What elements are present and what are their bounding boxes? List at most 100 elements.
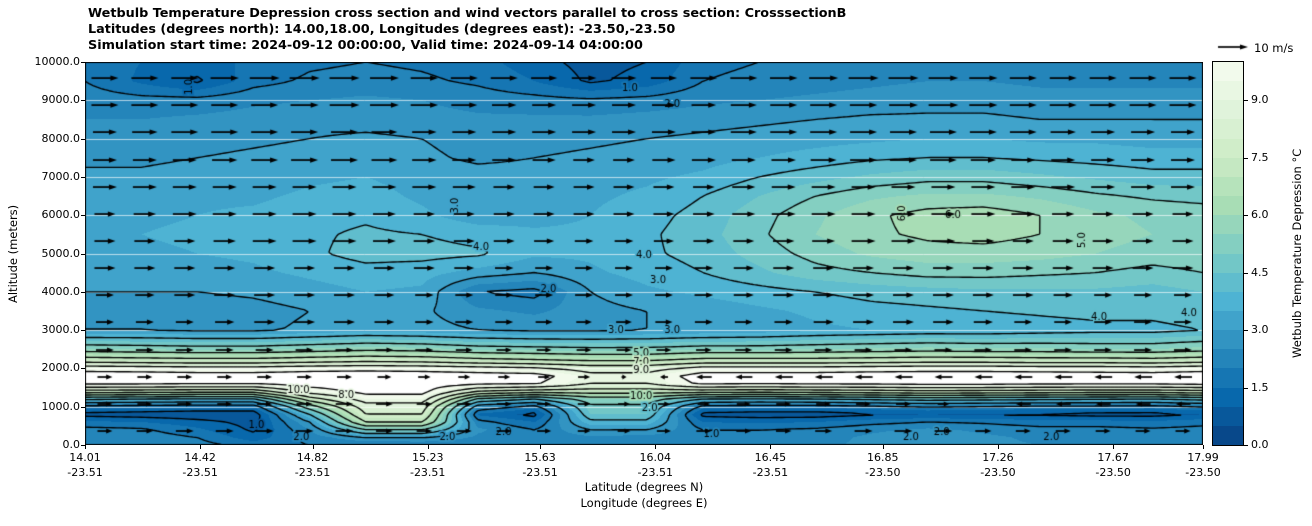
colorbar-segment [1213, 272, 1243, 292]
x-tick-label-lon: -23.50 [865, 466, 901, 479]
colorbar-segment [1213, 329, 1243, 350]
colorbar-segment [1213, 425, 1243, 445]
colorbar-tick-mark [1244, 100, 1248, 102]
y-tick-label: 2000.0 [41, 361, 81, 375]
y-tick-mark [81, 215, 85, 217]
quiver-key-label: 10 m/s [1254, 41, 1294, 55]
y-tick-mark [81, 176, 85, 178]
colorbar-segment [1213, 291, 1243, 311]
colorbar-segment [1213, 195, 1243, 216]
colorbar-segment [1213, 406, 1243, 426]
x-axis-label-latitude: Latitude (degrees N) [584, 480, 704, 494]
x-tick-label-lon: -23.51 [182, 466, 218, 479]
y-tick-mark [81, 330, 85, 332]
x-tick-label-lon: -23.51 [522, 466, 558, 479]
title-line-1: Wetbulb Temperature Depression cross sec… [88, 6, 847, 21]
y-tick-mark [81, 62, 85, 63]
x-tick-mark [200, 445, 202, 449]
y-tick-label: 5000.0 [41, 246, 81, 260]
x-tick-label-lon: -23.51 [752, 466, 789, 479]
x-tick-label-lat: 14.01 [69, 451, 101, 464]
y-tick-label: 4000.0 [41, 284, 81, 298]
y-tick-label: 8000.0 [41, 131, 81, 145]
y-tick-mark [81, 291, 85, 293]
x-tick-label-lon: -23.50 [980, 466, 1016, 479]
colorbar-segment [1213, 99, 1243, 120]
colorbar-segment [1213, 214, 1243, 235]
x-tick-label-lon: -23.51 [67, 466, 103, 479]
colorbar-label: Wetbulb Temperature Depression °C [1290, 148, 1304, 359]
colorbar-segment [1213, 233, 1243, 254]
x-axis-label-longitude: Longitude (degrees E) [580, 496, 708, 510]
colorbar-segment [1213, 176, 1243, 197]
colorbar-tick-mark [1244, 157, 1248, 159]
x-tick-label-lat: 17.99 [1187, 451, 1219, 464]
x-tick-label-lat: 15.63 [524, 451, 556, 464]
y-tick-mark [81, 445, 85, 446]
colorbar-tick-mark [1244, 215, 1248, 217]
y-tick-label: 0.0 [62, 438, 81, 451]
x-tick-label-lat: 16.04 [639, 451, 671, 464]
title-line-2: Latitudes (degrees north): 14.00,18.00, … [88, 22, 676, 37]
x-tick-mark [540, 445, 542, 449]
colorbar-segment [1213, 310, 1243, 331]
colorbar-tick-mark [1244, 387, 1248, 389]
colorbar-segment [1213, 386, 1243, 407]
colorbar-tick-label: 0.0 [1251, 438, 1269, 451]
x-tick-mark [312, 445, 314, 449]
x-tick-label-lat: 16.85 [867, 451, 899, 464]
y-tick-label: 7000.0 [41, 169, 81, 183]
colorbar-tick-mark [1244, 272, 1248, 274]
plot-canvas [85, 62, 1203, 445]
x-tick-label-lon: -23.51 [409, 466, 446, 479]
title-line-3: Simulation start time: 2024-09-12 00:00:… [88, 38, 643, 53]
x-tick-label-lon: -23.50 [1095, 466, 1131, 479]
y-tick-mark [81, 100, 85, 102]
colorbar-segment [1213, 138, 1243, 158]
x-tick-mark [997, 445, 999, 449]
colorbar-segment [1213, 252, 1243, 273]
x-tick-label-lat: 17.26 [982, 451, 1014, 464]
x-tick-mark [655, 445, 657, 449]
x-tick-mark [882, 445, 884, 449]
x-tick-mark [85, 445, 86, 449]
y-tick-label: 1000.0 [41, 399, 81, 413]
y-tick-mark [81, 368, 85, 370]
x-tick-mark [1113, 445, 1115, 449]
colorbar-segment [1213, 157, 1243, 177]
colorbar-segment [1213, 62, 1243, 82]
colorbar-tick-mark [1244, 445, 1248, 446]
colorbar-tick-label: 1.5 [1251, 380, 1269, 394]
y-tick-label: 10000.0 [34, 55, 81, 68]
colorbar-tick-mark [1244, 330, 1248, 332]
x-tick-label-lat: 15.23 [411, 451, 444, 464]
x-tick-mark [427, 445, 429, 449]
colorbar-tick-label: 4.5 [1251, 265, 1269, 279]
x-tick-label-lon: -23.50 [1185, 466, 1221, 479]
x-tick-label-lat: 17.67 [1097, 451, 1129, 464]
colorbar-segment [1213, 118, 1243, 139]
colorbar-segment [1213, 80, 1243, 101]
x-tick-label-lat: 14.82 [296, 451, 329, 464]
y-tick-mark [81, 138, 85, 140]
x-tick-label-lat: 14.42 [184, 451, 216, 464]
y-tick-label: 9000.0 [41, 93, 81, 107]
colorbar-segment [1213, 348, 1243, 369]
colorbar-tick-label: 3.0 [1251, 323, 1269, 337]
colorbar [1212, 61, 1244, 446]
y-tick-label: 3000.0 [41, 323, 81, 337]
x-tick-mark [1203, 445, 1204, 449]
quiver-key-arrow [1211, 39, 1255, 55]
x-tick-label-lon: -23.51 [637, 466, 673, 479]
y-tick-mark [81, 406, 85, 408]
x-tick-label-lat: 16.45 [754, 451, 787, 464]
x-tick-mark [770, 445, 772, 449]
colorbar-tick-label: 9.0 [1251, 93, 1269, 107]
colorbar-tick-label: 7.5 [1251, 150, 1269, 164]
y-tick-label: 6000.0 [41, 208, 81, 222]
colorbar-segment [1213, 367, 1243, 388]
x-tick-label-lon: -23.51 [294, 466, 331, 479]
y-tick-mark [81, 253, 85, 255]
colorbar-tick-label: 6.0 [1251, 208, 1269, 222]
